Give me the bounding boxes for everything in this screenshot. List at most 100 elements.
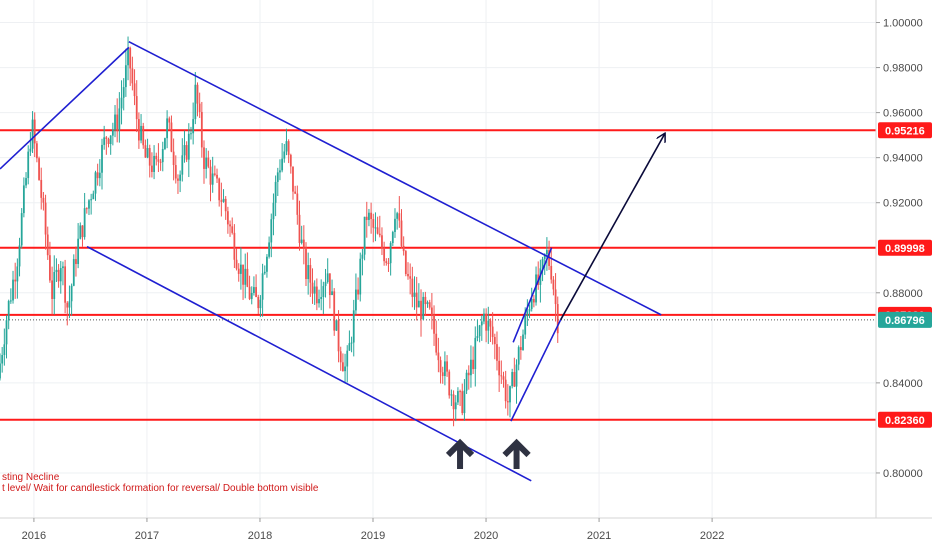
candle-body <box>511 372 514 387</box>
candle-body <box>250 292 253 299</box>
candle-body <box>40 179 43 198</box>
candle-body <box>29 148 32 152</box>
trend-line-flag-lower <box>510 319 562 422</box>
candle-body <box>172 151 175 166</box>
candle-body <box>441 372 444 377</box>
candle-body <box>237 268 240 274</box>
current-price-badge <box>878 311 932 328</box>
candle-body <box>352 310 355 343</box>
candle-body <box>83 208 86 238</box>
candle-body <box>339 351 342 363</box>
candle-body <box>22 185 25 214</box>
candle-body <box>483 313 485 322</box>
candle-body <box>357 289 359 295</box>
candle-body <box>133 83 136 97</box>
candle-body <box>118 108 121 131</box>
candle-body <box>70 285 73 302</box>
candle-body <box>504 379 507 402</box>
candle-body <box>62 266 64 269</box>
candle-body <box>185 145 188 160</box>
time-axis[interactable]: 2016 2017 2018 2019 2020 2021 2022 <box>22 518 725 542</box>
candle-body <box>276 172 279 182</box>
candle-body <box>467 372 470 376</box>
candle-body <box>519 347 522 350</box>
candle-body <box>281 158 284 171</box>
candle-body <box>239 264 242 274</box>
candle-body <box>387 262 390 264</box>
candle-body <box>88 200 90 209</box>
candle-body <box>203 147 205 169</box>
candle-body <box>396 213 399 219</box>
candle-body <box>90 199 93 201</box>
candle-body <box>450 394 453 396</box>
chevron-shape <box>502 438 531 458</box>
candle-body <box>285 141 288 152</box>
candle-body <box>72 259 75 286</box>
grid <box>0 0 876 518</box>
candle-body <box>454 402 457 410</box>
candle-body <box>94 172 97 194</box>
candle-body <box>461 391 464 414</box>
price-levels <box>0 129 876 421</box>
candle-body <box>515 364 518 387</box>
annotation-text: sting Necline <box>2 472 60 483</box>
candle-body <box>315 286 318 304</box>
price-axis[interactable]: 1.00000 0.98000 0.96000 0.94000 0.92000 0.880… <box>876 18 923 480</box>
candle-body <box>430 307 433 315</box>
candle-body <box>146 148 149 158</box>
candle-body <box>309 265 312 283</box>
level-badge <box>878 122 932 139</box>
candle-body <box>85 208 88 210</box>
candle-body <box>326 273 329 282</box>
candle-body <box>415 292 418 308</box>
candle-body <box>550 265 553 280</box>
candle-body <box>437 352 440 361</box>
candle-body <box>493 337 496 345</box>
candle-body <box>480 321 483 326</box>
candle-body <box>135 96 138 120</box>
candle-body <box>183 145 186 156</box>
candle-body <box>127 47 129 66</box>
candle-body <box>192 119 195 134</box>
y-tick-label: 0.96000 <box>883 108 923 120</box>
candle-body <box>137 119 140 141</box>
candle-body <box>543 254 546 260</box>
candle-body <box>96 172 99 179</box>
candle-body <box>311 282 314 294</box>
candle-body <box>422 296 425 320</box>
candle-body <box>209 166 212 185</box>
candle-body <box>398 213 401 221</box>
candle-body <box>105 137 108 139</box>
candle-body <box>452 394 455 410</box>
candle-body <box>496 344 498 361</box>
x-tick-label: 2018 <box>248 530 272 542</box>
candle-body <box>190 133 192 135</box>
candle-body <box>361 254 364 259</box>
trend-line-projection-arrow <box>559 134 665 321</box>
candle-body <box>31 119 34 149</box>
candle-body <box>443 361 446 377</box>
candle-body <box>428 302 431 308</box>
candle-body <box>372 219 375 228</box>
candle-body <box>272 202 275 220</box>
candle-body <box>552 279 555 290</box>
candle-body <box>530 298 533 309</box>
candle-body <box>242 264 244 285</box>
candle-body <box>261 273 264 300</box>
candle-body <box>335 320 338 331</box>
x-tick-label: 2022 <box>700 530 724 542</box>
y-tick-label: 0.94000 <box>883 153 923 165</box>
candle-body <box>465 372 468 391</box>
candle-body <box>0 363 1 379</box>
candle-body <box>535 274 537 303</box>
candle-body <box>205 157 208 169</box>
candle-body <box>129 47 132 69</box>
candle-body <box>411 278 414 297</box>
candle-body <box>470 359 472 376</box>
candle-body <box>502 376 505 380</box>
candle-body <box>196 84 199 104</box>
